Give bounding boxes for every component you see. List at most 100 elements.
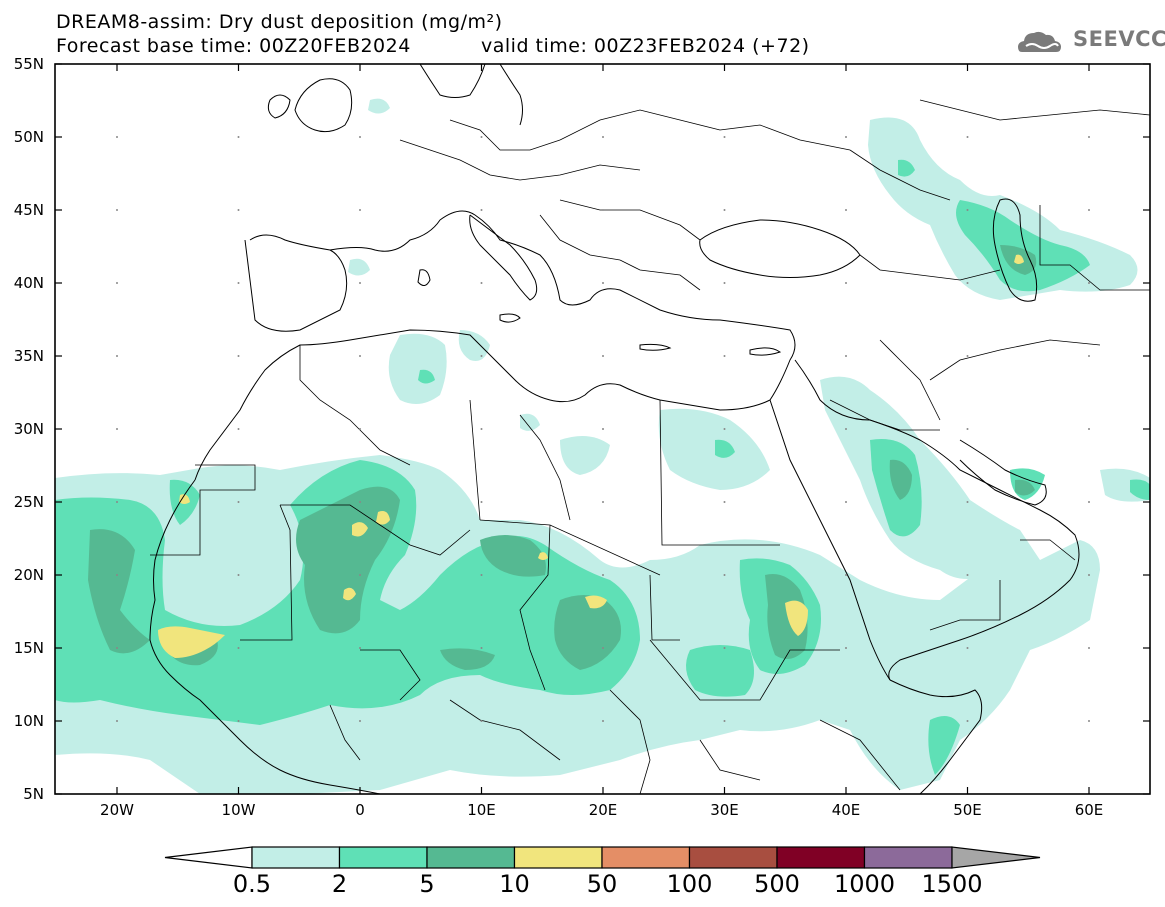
grid-dot [602, 574, 604, 576]
grid-dot [359, 282, 361, 284]
lat-label: 20N [13, 566, 44, 584]
grid-dot [237, 501, 240, 503]
grid-dot [237, 355, 240, 357]
grid-dot [966, 136, 969, 138]
country-borders [150, 99, 1150, 794]
lat-label: 50N [13, 128, 44, 146]
grid-dot [237, 136, 240, 138]
colorbar-box [776, 846, 866, 869]
lat-label: 25N [13, 493, 44, 511]
grid-dot [116, 501, 118, 503]
grid-dot [966, 647, 969, 649]
grid-dot [116, 574, 118, 576]
grid-dot [116, 282, 118, 284]
grid-dot [1088, 428, 1090, 430]
grid-dot [723, 501, 726, 503]
grid-dot [1088, 136, 1090, 138]
grid-dot [480, 136, 483, 138]
grid-dot [237, 428, 240, 430]
grid-dot [1088, 720, 1090, 722]
grid-dot [359, 355, 361, 357]
lon-label: 20W [100, 801, 134, 819]
colorbar-extend-low [164, 846, 253, 869]
dust-level-4 [158, 254, 1024, 658]
grid-dot [480, 282, 483, 284]
grid-dot [845, 647, 847, 649]
colorbar-box [601, 846, 691, 869]
lon-label: 30E [710, 801, 739, 819]
axis-ticks [55, 63, 1150, 795]
grid-dot [359, 501, 361, 503]
grid-dot [1088, 574, 1090, 576]
lat-label: 10N [13, 712, 44, 730]
valid-time: valid time: 00Z23FEB2024 (+72) [481, 35, 810, 57]
grid-dot [359, 647, 361, 649]
grid-dot [602, 355, 604, 357]
lat-label: 5N [23, 785, 44, 803]
colorbar-box [688, 846, 778, 869]
grid-dot [966, 428, 969, 430]
colorbar-label: 1500 [921, 870, 983, 898]
grid-dot [845, 136, 847, 138]
lon-label: 40E [831, 801, 861, 819]
grid-dot [845, 209, 847, 211]
lon-label: 0 [355, 801, 365, 819]
colorbar-label: 50 [586, 870, 618, 898]
grid-dot [845, 574, 847, 576]
colorbar-box [338, 846, 428, 869]
grid-dot [845, 282, 847, 284]
grid-dot [1088, 647, 1090, 649]
grid-dot [480, 428, 483, 430]
lat-label: 35N [13, 347, 44, 365]
grid-dot [966, 720, 969, 722]
logo-text: SEEVCCC [1073, 27, 1165, 51]
grid-dot [966, 282, 969, 284]
seevccc-logo [1018, 31, 1061, 52]
lon-label: 10W [221, 801, 256, 819]
grid-dot [1088, 355, 1090, 357]
colorbar-box [251, 846, 341, 869]
grid-dot [966, 355, 969, 357]
lat-label: 30N [13, 420, 44, 438]
colorbar-box [513, 846, 603, 869]
colorbar-box [426, 846, 516, 869]
grid-dot [723, 428, 726, 430]
grid-dot [359, 428, 361, 430]
grid-dot [480, 355, 483, 357]
grid-dot [602, 720, 604, 722]
grid-dot [237, 574, 240, 576]
map-title: DREAM8-assim: Dry dust deposition (mg/m²… [56, 11, 503, 33]
grid-dot [359, 136, 361, 138]
grid-dot [723, 355, 726, 357]
colorbar-label: 100 [666, 870, 713, 898]
grid-dot [723, 209, 726, 211]
grid-dot [480, 574, 483, 576]
grid-dot [602, 209, 604, 211]
grid-dot [602, 282, 604, 284]
grid-dot [845, 428, 847, 430]
grid-dot [237, 720, 240, 722]
grid-dot [480, 209, 483, 211]
grid-dot [116, 209, 118, 211]
colorbar-box [863, 846, 953, 869]
colorbar-extend-high [951, 846, 1041, 869]
grid-dot [845, 501, 847, 503]
cloud-icon [1018, 31, 1061, 52]
grid-dot [237, 209, 240, 211]
grid-dot [1088, 501, 1090, 503]
lon-label: 10E [467, 801, 496, 819]
lat-label: 55N [13, 55, 44, 73]
colorbar-label: 500 [754, 870, 800, 898]
grid-dot [116, 647, 118, 649]
colorbar-label: 0.5 [232, 870, 272, 898]
lat-label: 40N [13, 274, 44, 292]
grid-dot [966, 574, 969, 576]
grid-dot [602, 501, 604, 503]
grid-dot [723, 136, 726, 138]
grid-dot [966, 501, 969, 503]
grid-dot [237, 282, 240, 284]
grid-dot [116, 355, 118, 357]
colorbar-label: 10 [499, 870, 530, 898]
grid-dot [116, 136, 118, 138]
